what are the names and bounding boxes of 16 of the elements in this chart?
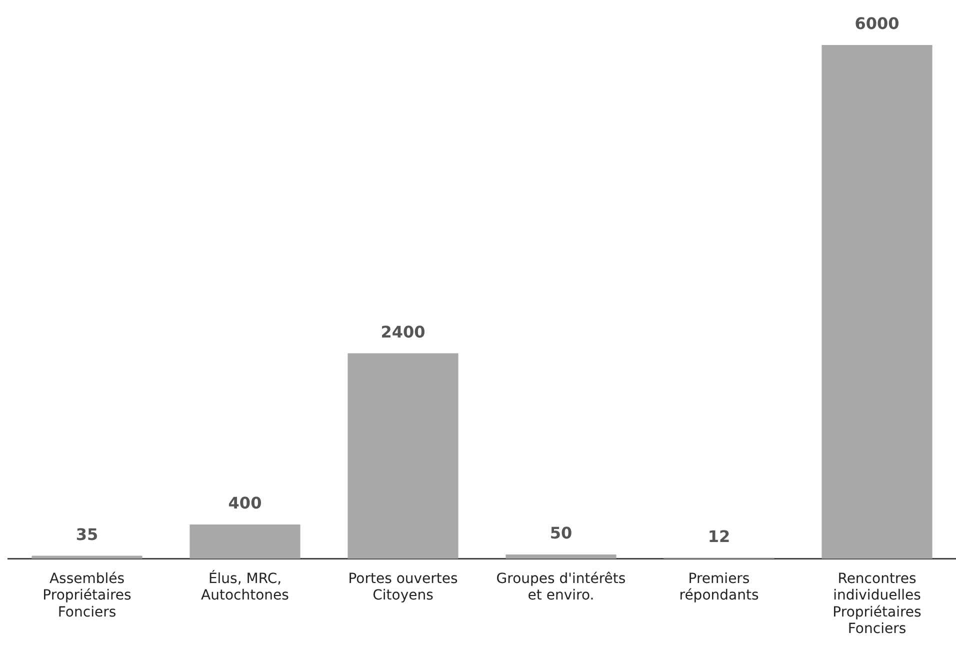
data-label: 2400 (380, 322, 426, 342)
bar (506, 554, 616, 559)
bar (822, 45, 932, 559)
x-tick-label: Premiers répondants (679, 570, 759, 604)
x-tick-label: Assemblés Propriétaires Fonciers (42, 570, 132, 620)
x-tick-label: Rencontres individuelles Propriétaires Fonciers (832, 570, 922, 638)
x-tick-label: Élus, MRC, Autochtones (201, 570, 289, 604)
bar (348, 353, 458, 559)
bar (190, 524, 300, 559)
data-label: 50 (550, 524, 572, 543)
data-label: 12 (708, 526, 730, 546)
x-tick-label: Groupes d'intérêts et enviro. (496, 570, 626, 604)
x-tick-label: Portes ouvertes Citoyens (348, 570, 458, 604)
data-label: 35 (76, 524, 98, 544)
data-label: 400 (228, 494, 262, 513)
data-label: 6000 (854, 14, 900, 34)
